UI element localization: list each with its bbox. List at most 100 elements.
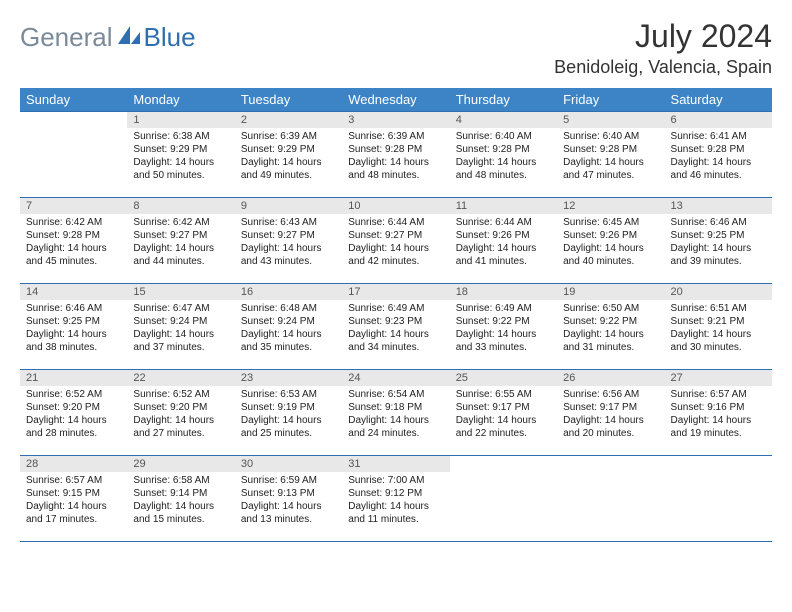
calendar-day-cell: 13Sunrise: 6:46 AMSunset: 9:25 PMDayligh… [665,198,772,284]
weekday-header: Friday [557,88,664,112]
calendar-day-cell: 6Sunrise: 6:41 AMSunset: 9:28 PMDaylight… [665,112,772,198]
calendar-week-row: 21Sunrise: 6:52 AMSunset: 9:20 PMDayligh… [20,370,772,456]
sunset-line: Sunset: 9:15 PM [26,487,121,500]
daylight-line: Daylight: 14 hours and 28 minutes. [26,414,121,440]
brand-second: Blue [144,22,196,53]
sunrise-line: Sunrise: 6:49 AM [348,302,443,315]
calendar-day-cell [665,456,772,542]
sunset-line: Sunset: 9:29 PM [133,143,228,156]
sunrise-line: Sunrise: 6:38 AM [133,130,228,143]
calendar-page: General Blue July 2024 Benidoleig, Valen… [0,0,792,552]
calendar-day-cell: 18Sunrise: 6:49 AMSunset: 9:22 PMDayligh… [450,284,557,370]
day-body: Sunrise: 6:52 AMSunset: 9:20 PMDaylight:… [20,386,127,446]
sunrise-line: Sunrise: 6:52 AM [26,388,121,401]
calendar-day-cell [557,456,664,542]
sunset-line: Sunset: 9:28 PM [563,143,658,156]
day-number: 30 [235,456,342,472]
sunrise-line: Sunrise: 6:44 AM [456,216,551,229]
sunset-line: Sunset: 9:26 PM [563,229,658,242]
sunset-line: Sunset: 9:18 PM [348,401,443,414]
calendar-day-cell: 29Sunrise: 6:58 AMSunset: 9:14 PMDayligh… [127,456,234,542]
day-number: 22 [127,370,234,386]
daylight-line: Daylight: 14 hours and 19 minutes. [671,414,766,440]
day-body: Sunrise: 6:45 AMSunset: 9:26 PMDaylight:… [557,214,664,274]
day-body: Sunrise: 6:38 AMSunset: 9:29 PMDaylight:… [127,128,234,188]
calendar-day-cell: 25Sunrise: 6:55 AMSunset: 9:17 PMDayligh… [450,370,557,456]
daylight-line: Daylight: 14 hours and 44 minutes. [133,242,228,268]
calendar-day-cell: 9Sunrise: 6:43 AMSunset: 9:27 PMDaylight… [235,198,342,284]
sunset-line: Sunset: 9:20 PM [26,401,121,414]
day-number: 13 [665,198,772,214]
day-body: Sunrise: 6:49 AMSunset: 9:23 PMDaylight:… [342,300,449,360]
day-body: Sunrise: 6:50 AMSunset: 9:22 PMDaylight:… [557,300,664,360]
sunset-line: Sunset: 9:25 PM [26,315,121,328]
calendar-day-cell: 5Sunrise: 6:40 AMSunset: 9:28 PMDaylight… [557,112,664,198]
calendar-day-cell: 3Sunrise: 6:39 AMSunset: 9:28 PMDaylight… [342,112,449,198]
daylight-line: Daylight: 14 hours and 22 minutes. [456,414,551,440]
weekday-header: Monday [127,88,234,112]
sunset-line: Sunset: 9:22 PM [456,315,551,328]
sunset-line: Sunset: 9:17 PM [563,401,658,414]
calendar-day-cell: 26Sunrise: 6:56 AMSunset: 9:17 PMDayligh… [557,370,664,456]
day-number: 6 [665,112,772,128]
calendar-day-cell: 1Sunrise: 6:38 AMSunset: 9:29 PMDaylight… [127,112,234,198]
daylight-line: Daylight: 14 hours and 37 minutes. [133,328,228,354]
day-number: 29 [127,456,234,472]
sunset-line: Sunset: 9:25 PM [671,229,766,242]
calendar-day-cell: 19Sunrise: 6:50 AMSunset: 9:22 PMDayligh… [557,284,664,370]
sunrise-line: Sunrise: 6:45 AM [563,216,658,229]
daylight-line: Daylight: 14 hours and 25 minutes. [241,414,336,440]
sunrise-line: Sunrise: 6:44 AM [348,216,443,229]
daylight-line: Daylight: 14 hours and 13 minutes. [241,500,336,526]
daylight-line: Daylight: 14 hours and 20 minutes. [563,414,658,440]
header-row: General Blue July 2024 Benidoleig, Valen… [20,18,772,78]
sunset-line: Sunset: 9:28 PM [348,143,443,156]
sunrise-line: Sunrise: 6:52 AM [133,388,228,401]
day-body: Sunrise: 6:54 AMSunset: 9:18 PMDaylight:… [342,386,449,446]
daylight-line: Daylight: 14 hours and 11 minutes. [348,500,443,526]
day-number: 16 [235,284,342,300]
sunrise-line: Sunrise: 6:46 AM [671,216,766,229]
day-body: Sunrise: 6:58 AMSunset: 9:14 PMDaylight:… [127,472,234,532]
daylight-line: Daylight: 14 hours and 15 minutes. [133,500,228,526]
day-number: 17 [342,284,449,300]
calendar-day-cell: 12Sunrise: 6:45 AMSunset: 9:26 PMDayligh… [557,198,664,284]
calendar-day-cell: 20Sunrise: 6:51 AMSunset: 9:21 PMDayligh… [665,284,772,370]
day-number: 1 [127,112,234,128]
weekday-header: Tuesday [235,88,342,112]
sunset-line: Sunset: 9:13 PM [241,487,336,500]
day-body: Sunrise: 6:55 AMSunset: 9:17 PMDaylight:… [450,386,557,446]
calendar-day-cell: 28Sunrise: 6:57 AMSunset: 9:15 PMDayligh… [20,456,127,542]
weekday-header: Wednesday [342,88,449,112]
day-body: Sunrise: 6:44 AMSunset: 9:27 PMDaylight:… [342,214,449,274]
sunset-line: Sunset: 9:21 PM [671,315,766,328]
day-body: Sunrise: 6:51 AMSunset: 9:21 PMDaylight:… [665,300,772,360]
day-number: 14 [20,284,127,300]
weekday-header: Saturday [665,88,772,112]
day-number: 26 [557,370,664,386]
sunrise-line: Sunrise: 6:42 AM [26,216,121,229]
sunset-line: Sunset: 9:16 PM [671,401,766,414]
sunrise-line: Sunrise: 6:54 AM [348,388,443,401]
day-body: Sunrise: 6:47 AMSunset: 9:24 PMDaylight:… [127,300,234,360]
day-body: Sunrise: 6:40 AMSunset: 9:28 PMDaylight:… [450,128,557,188]
day-number: 18 [450,284,557,300]
sunset-line: Sunset: 9:12 PM [348,487,443,500]
day-number: 10 [342,198,449,214]
weekday-header: Thursday [450,88,557,112]
day-body: Sunrise: 6:43 AMSunset: 9:27 PMDaylight:… [235,214,342,274]
daylight-line: Daylight: 14 hours and 47 minutes. [563,156,658,182]
sunset-line: Sunset: 9:27 PM [133,229,228,242]
daylight-line: Daylight: 14 hours and 41 minutes. [456,242,551,268]
daylight-line: Daylight: 14 hours and 42 minutes. [348,242,443,268]
day-number: 8 [127,198,234,214]
day-number: 11 [450,198,557,214]
daylight-line: Daylight: 14 hours and 40 minutes. [563,242,658,268]
sunset-line: Sunset: 9:26 PM [456,229,551,242]
day-body: Sunrise: 6:57 AMSunset: 9:16 PMDaylight:… [665,386,772,446]
day-body: Sunrise: 6:42 AMSunset: 9:27 PMDaylight:… [127,214,234,274]
calendar-day-cell: 23Sunrise: 6:53 AMSunset: 9:19 PMDayligh… [235,370,342,456]
day-body: Sunrise: 6:40 AMSunset: 9:28 PMDaylight:… [557,128,664,188]
day-number: 31 [342,456,449,472]
day-number: 9 [235,198,342,214]
